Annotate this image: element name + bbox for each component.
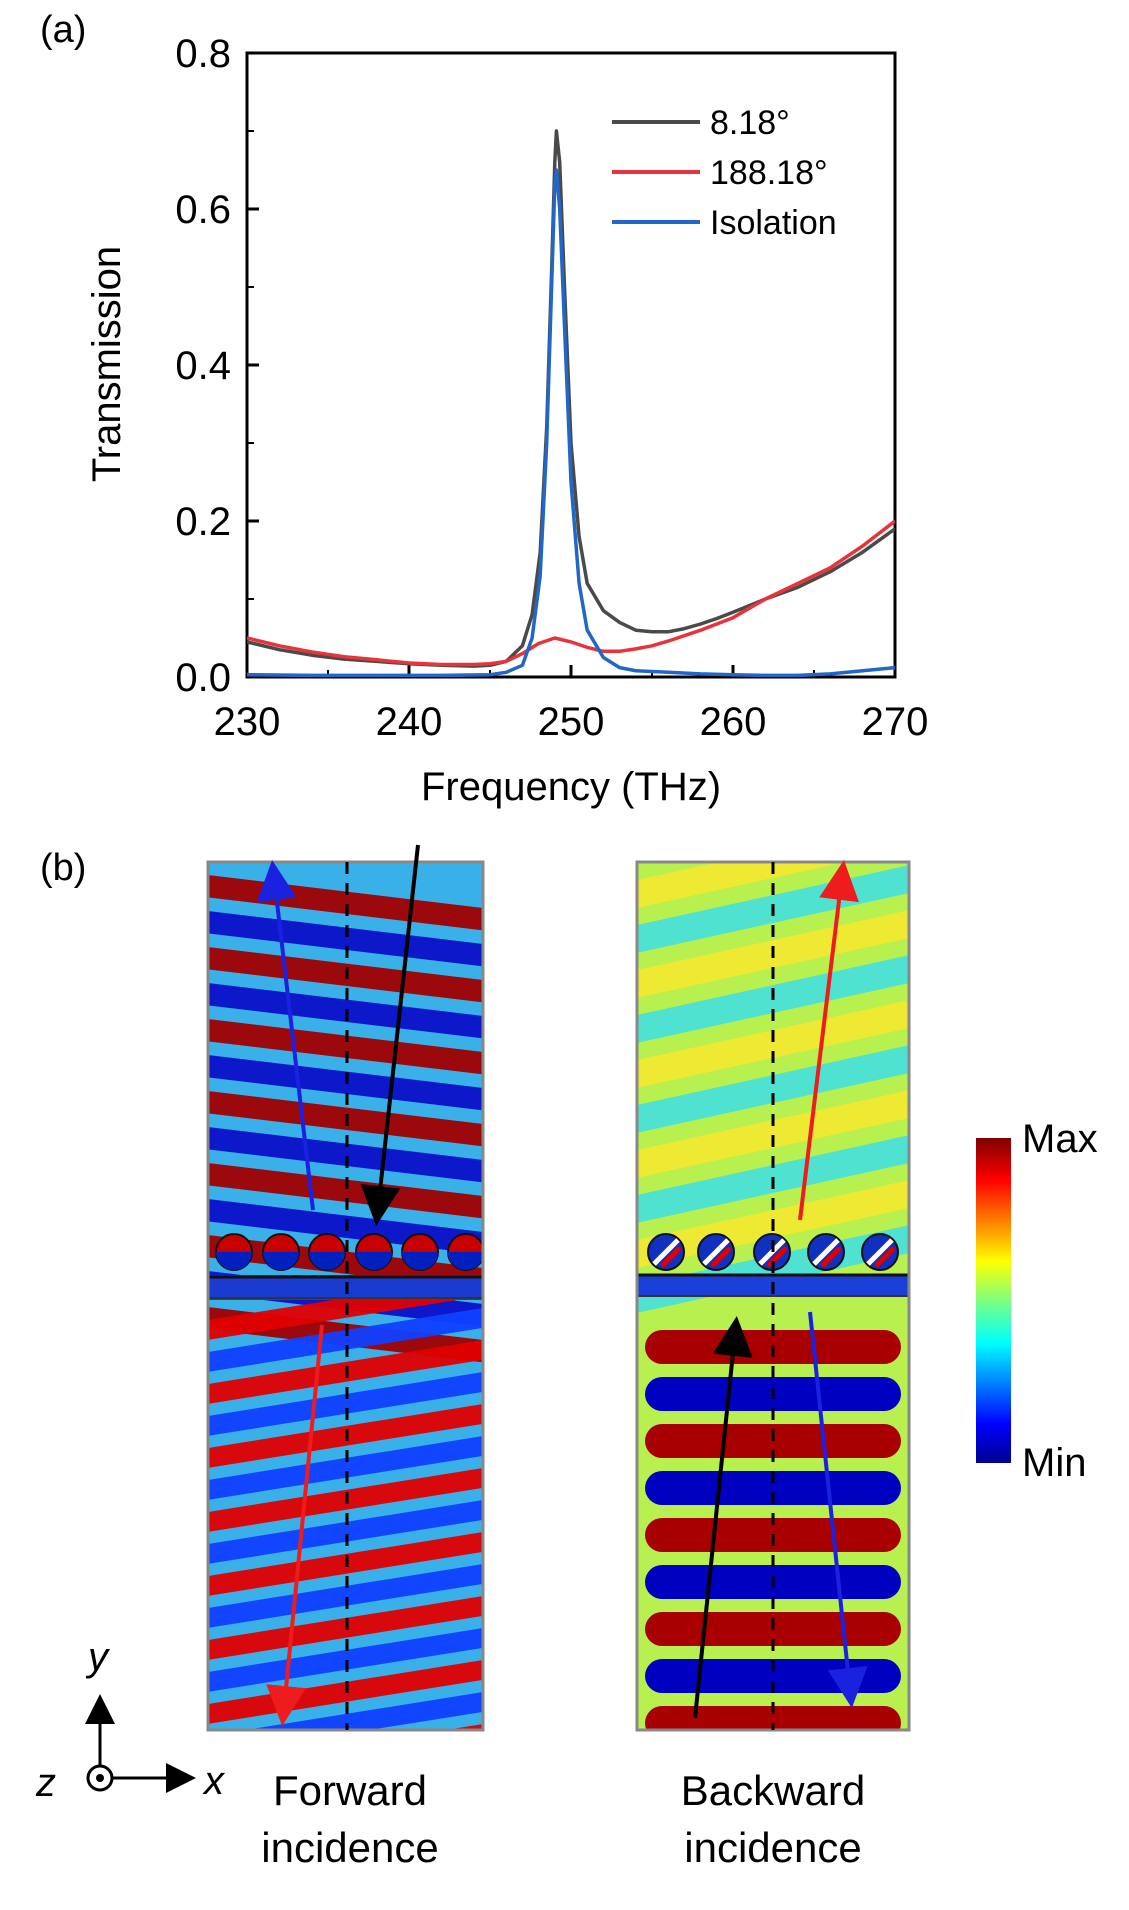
legend-label: 188.18° [710,154,828,192]
z-axis-letter: z [35,1761,56,1805]
colorbar-min-label: Min [1022,1441,1086,1485]
field-stripe [637,1000,909,1088]
transmission-chart: 0.0 0.2 0.4 0.6 0.8 230 240 250 260 270 8.18° 188… [85,32,928,809]
chart-legend: 8.18° 188.18° Isolation [612,104,837,242]
field-stripe [208,1436,483,1500]
field-stripe [645,1706,901,1730]
field-stripe [637,1090,909,1178]
backward-incident-arrow [693,1316,753,1719]
coordinate-axes: y x z [35,1635,226,1805]
field-stripe [208,1019,483,1075]
rod [861,1233,899,1271]
legend-label: 8.18° [710,104,790,142]
rod [447,1233,483,1271]
x-axis-ticks: 230 240 250 260 270 [214,665,929,744]
series-lines [247,129,895,677]
x-tick-label: 250 [538,700,605,744]
y-tick-label: 0.0 [175,656,231,700]
forward-incident-arrow [360,844,420,1226]
backward-caption-line2: incidence [684,1824,861,1871]
colorbar-max-label: Max [1022,1117,1098,1161]
rod [308,1233,346,1271]
rod [215,1233,253,1271]
x-tick-label: 230 [214,700,281,744]
x-tick-label: 270 [862,700,929,744]
rod [647,1233,685,1271]
forward-transmitted-arrow [266,1324,324,1726]
rod [262,1233,300,1271]
y-tick-label: 0.6 [175,188,231,232]
field-stripe [208,1564,483,1628]
field-stripe [208,1628,483,1692]
backward-reflected-arrow [808,1311,868,1708]
y-axis-ticks: 0.0 0.2 0.4 0.6 0.8 [175,32,259,700]
series-line [247,519,895,667]
y-axis-label: Transmission [85,246,129,482]
field-stripe [208,1308,483,1372]
field-stripe [645,1471,901,1505]
x-tick-label: 240 [376,700,443,744]
x-axis-label: Frequency (THz) [421,765,721,809]
x-axis-letter: x [202,1759,226,1803]
field-stripe [208,1163,483,1219]
field-stripe [208,1372,483,1436]
field-stripe [208,1127,483,1183]
forward-caption-line2: incidence [261,1824,438,1871]
y-tick-label: 0.2 [175,500,231,544]
y-axis-letter: y [85,1635,111,1679]
forward-reflected-arrow [256,860,315,1211]
panel-b-label: (b) [40,847,86,889]
forward-caption-line1: Forward [273,1767,427,1814]
forward-rod-array [215,1233,483,1271]
z-axis-dot [96,1774,104,1782]
legend-label: Isolation [710,204,837,242]
backward-caption-line1: Backward [681,1767,865,1814]
rod [697,1233,735,1271]
series-line [247,168,895,677]
x-tick-label: 260 [700,700,767,744]
y-tick-label: 0.4 [175,344,231,388]
field-stripe [208,911,483,967]
field-stripe [637,862,846,908]
rod [807,1233,845,1271]
rod [355,1233,393,1271]
panel-a-label: (a) [40,9,86,51]
backward-transmitted-arrow [798,860,859,1221]
rod [401,1233,439,1271]
colorbar [976,1138,1011,1463]
y-tick-label: 0.8 [175,32,231,76]
backward-rod-array [647,1233,899,1271]
field-stripe [637,1045,909,1133]
field-stripe [208,1500,483,1564]
